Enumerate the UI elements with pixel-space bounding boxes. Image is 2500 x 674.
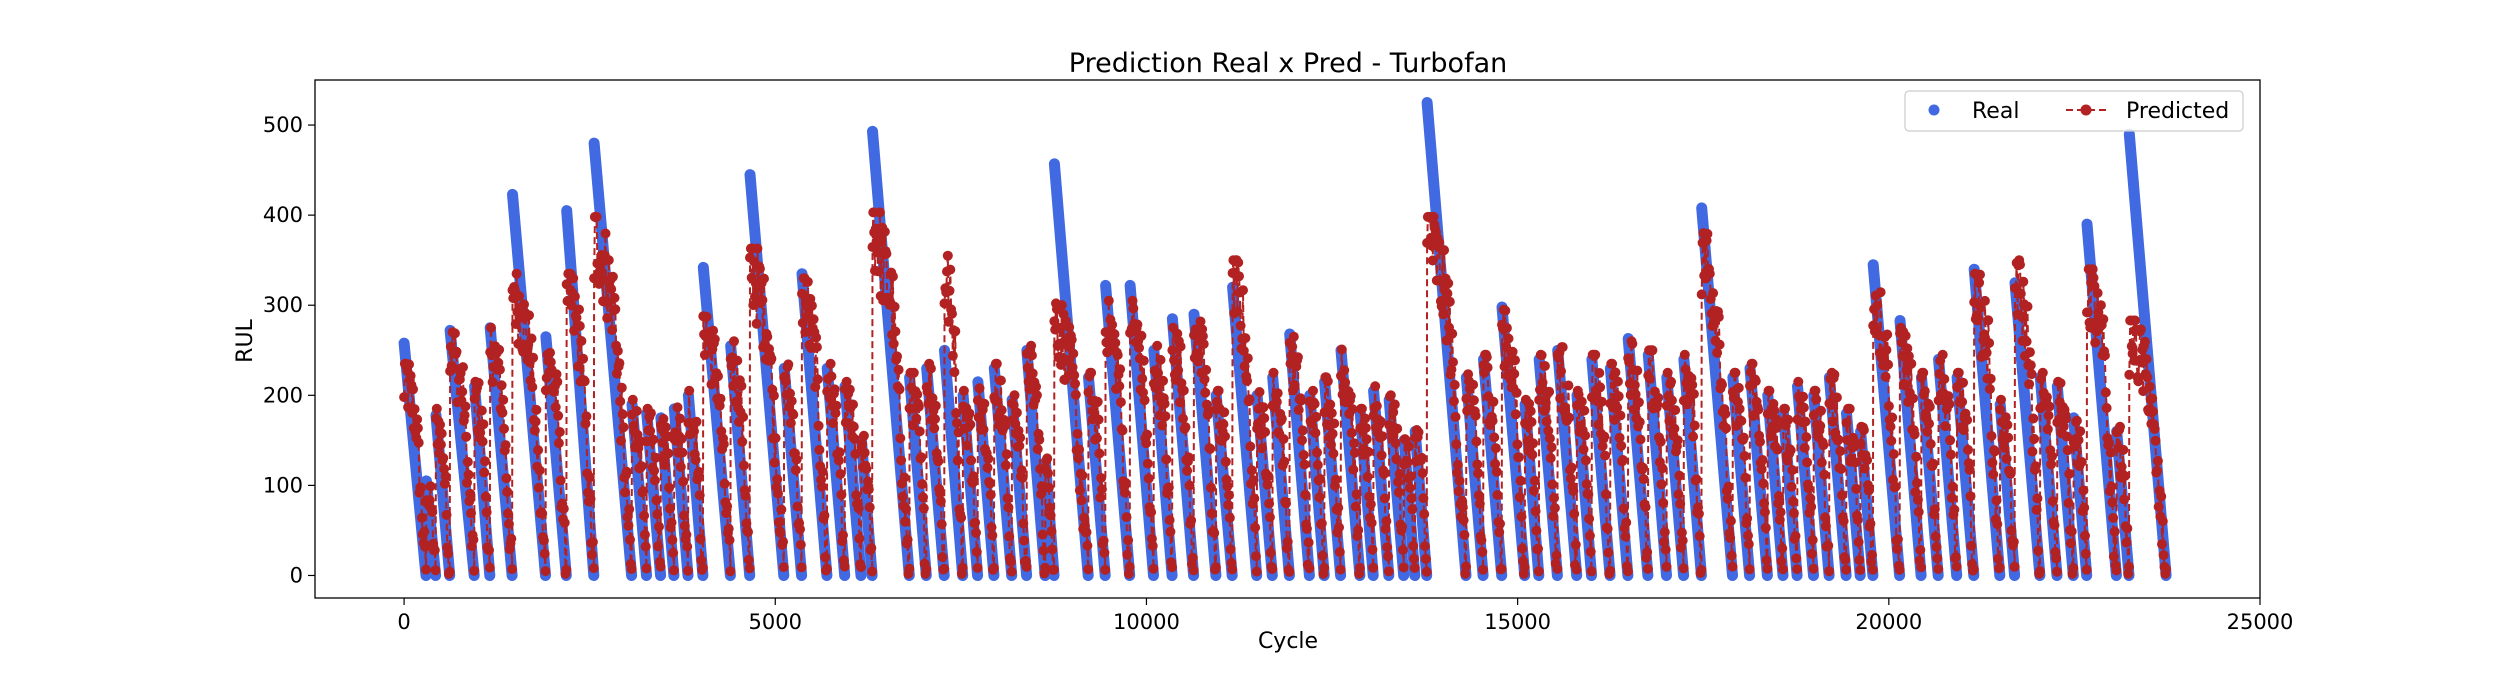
real-point bbox=[778, 570, 789, 581]
legend-box bbox=[1904, 90, 2244, 132]
y-tick-label: 300 bbox=[263, 293, 303, 317]
series-predicted bbox=[399, 207, 2172, 579]
legend-real-label: Real bbox=[1972, 99, 2019, 124]
x-axis: 0 5000 10000 15000 20000 25000 bbox=[397, 598, 2293, 634]
x-tick-label: 20000 bbox=[1855, 610, 1922, 634]
x-tick-label: 0 bbox=[397, 610, 410, 634]
real-point bbox=[744, 570, 755, 581]
y-tick-label: 100 bbox=[263, 473, 303, 497]
real-point bbox=[1398, 570, 1409, 581]
real-point bbox=[484, 570, 495, 581]
y-axis-title: RUL bbox=[233, 318, 258, 362]
real-point bbox=[2009, 570, 2020, 581]
chart-title: Prediction Real x Pred - Turbofan bbox=[1069, 48, 1507, 79]
real-point bbox=[839, 570, 850, 581]
real-point bbox=[1021, 570, 1032, 581]
real-point bbox=[588, 570, 599, 581]
y-tick-label: 500 bbox=[263, 113, 303, 137]
real-point bbox=[1951, 570, 1962, 581]
real-point bbox=[1167, 570, 1178, 581]
x-tick-label: 15000 bbox=[1484, 610, 1551, 634]
x-tick-label: 25000 bbox=[2227, 610, 2294, 634]
y-tick-label: 400 bbox=[263, 203, 303, 227]
real-point bbox=[641, 570, 652, 581]
x-axis-title: Cycle bbox=[1258, 629, 1318, 654]
legend-predicted-marker bbox=[2080, 104, 2092, 116]
legend-real-marker bbox=[1928, 104, 1940, 116]
y-axis: 0 100 200 300 400 500 bbox=[263, 113, 315, 587]
y-tick-label: 200 bbox=[263, 383, 303, 407]
real-point bbox=[1304, 570, 1315, 581]
plot-frame bbox=[314, 79, 2261, 599]
real-point bbox=[1409, 570, 1420, 581]
x-tick-label: 10000 bbox=[1113, 610, 1180, 634]
real-point bbox=[796, 570, 807, 581]
predicted-markers bbox=[399, 207, 2172, 579]
real-point bbox=[856, 570, 866, 581]
real-point bbox=[1661, 570, 1672, 581]
real-point bbox=[1916, 570, 1927, 581]
x-tick-label: 5000 bbox=[749, 610, 802, 634]
y-tick-label: 0 bbox=[290, 563, 303, 587]
real-point bbox=[1727, 570, 1738, 581]
legend-predicted-label: Predicted bbox=[2126, 99, 2229, 124]
real-point bbox=[655, 570, 666, 581]
real-point bbox=[1678, 570, 1689, 581]
real-point bbox=[972, 570, 983, 581]
legend: Real Predicted bbox=[1904, 90, 2244, 132]
data-layer bbox=[398, 97, 2172, 581]
real-point bbox=[1368, 570, 1379, 581]
